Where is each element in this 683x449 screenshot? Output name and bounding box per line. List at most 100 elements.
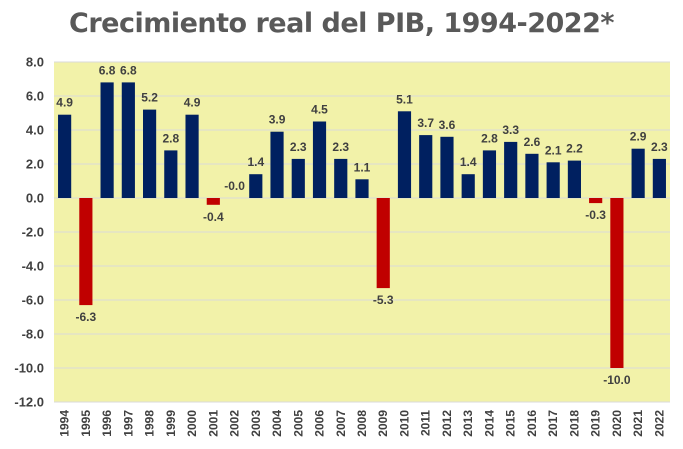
y-tick-label: 6.0 xyxy=(26,89,44,104)
data-label: -0.4 xyxy=(203,210,224,224)
bar xyxy=(291,158,305,198)
x-tick-label: 2011 xyxy=(419,410,433,436)
bar xyxy=(482,150,497,198)
x-tick-label: 1999 xyxy=(164,410,178,437)
data-label: 3.6 xyxy=(439,118,456,132)
x-tick-label: 1996 xyxy=(100,410,114,437)
x-tick-label: 2001 xyxy=(206,410,220,437)
bar xyxy=(206,198,220,205)
data-label: -0.0 xyxy=(224,179,245,193)
x-tick-label: 2006 xyxy=(313,410,327,437)
y-tick-label: 8.0 xyxy=(26,55,44,70)
bar xyxy=(249,174,263,198)
x-tick-label: 2013 xyxy=(461,410,475,437)
bar xyxy=(185,114,199,198)
x-tick-label: 2005 xyxy=(291,410,305,437)
y-tick-label: -2.0 xyxy=(22,225,44,240)
data-label: 2.2 xyxy=(566,142,583,156)
data-label: 4.9 xyxy=(56,96,73,110)
bar xyxy=(397,111,412,198)
data-label: -5.3 xyxy=(373,293,394,307)
x-tick-label: 2015 xyxy=(504,410,518,437)
y-tick-label: 0.0 xyxy=(26,191,44,206)
data-label: 1.4 xyxy=(460,155,477,169)
x-tick-label: 2012 xyxy=(440,410,454,437)
data-label: 2.9 xyxy=(630,130,647,144)
bar xyxy=(546,162,560,198)
y-tick-label: -10.0 xyxy=(14,361,44,376)
chart-title: Crecimiento real del PIB, 1994-2022* xyxy=(69,8,614,39)
bar xyxy=(100,82,114,198)
data-label: 4.9 xyxy=(184,96,201,110)
data-label: -0.3 xyxy=(585,208,606,222)
x-tick-label: 2020 xyxy=(610,410,624,437)
x-tick-label: 2002 xyxy=(228,410,242,437)
bar xyxy=(567,160,581,198)
x-tick-label: 2009 xyxy=(376,410,390,437)
data-label: 2.3 xyxy=(651,140,668,154)
x-tick-label: 2000 xyxy=(185,410,199,437)
bar xyxy=(504,141,518,198)
data-label: 5.2 xyxy=(141,91,158,105)
bar xyxy=(376,198,390,289)
data-label: 3.3 xyxy=(502,123,519,137)
x-tick-label: 2017 xyxy=(546,410,560,437)
bar xyxy=(143,109,157,198)
bar xyxy=(58,114,72,198)
data-label: 2.8 xyxy=(162,131,179,145)
data-label: 1.4 xyxy=(247,155,264,169)
x-tick-label: 2003 xyxy=(249,410,263,437)
x-tick-label: 2007 xyxy=(334,410,348,437)
bar xyxy=(270,131,284,198)
bar xyxy=(121,82,135,198)
y-tick-label: 4.0 xyxy=(26,123,44,138)
x-tick-label: 1998 xyxy=(143,410,157,437)
y-tick-label: -6.0 xyxy=(22,293,44,308)
data-label: -6.3 xyxy=(76,310,97,324)
bar xyxy=(610,198,624,368)
data-label: 1.1 xyxy=(354,160,371,174)
bar xyxy=(631,148,645,198)
y-tick-label: -12.0 xyxy=(14,395,44,410)
bar xyxy=(440,136,454,198)
x-tick-label: 2019 xyxy=(589,410,603,437)
x-tick-label: 2008 xyxy=(355,410,369,437)
bar xyxy=(334,158,348,198)
bar xyxy=(355,179,369,198)
data-label: 3.9 xyxy=(269,113,286,127)
x-tick-label: 2021 xyxy=(631,410,645,437)
data-label: 6.8 xyxy=(120,63,137,77)
x-tick-label: 2022 xyxy=(652,410,666,437)
x-tick-label: 1994 xyxy=(58,410,72,437)
data-label: 2.1 xyxy=(545,143,562,157)
data-label: 5.1 xyxy=(396,92,413,106)
bar xyxy=(589,198,603,204)
y-tick-label: -8.0 xyxy=(22,327,44,342)
data-label: 2.3 xyxy=(290,140,307,154)
data-label: 2.3 xyxy=(332,140,349,154)
y-tick-label: -4.0 xyxy=(22,259,44,274)
x-tick-label: 1997 xyxy=(121,410,135,437)
data-label: 2.6 xyxy=(524,135,541,149)
bar xyxy=(461,174,475,198)
y-tick-label: 2.0 xyxy=(26,157,44,172)
x-tick-label: 2010 xyxy=(397,410,411,437)
x-tick-label: 1995 xyxy=(79,410,93,437)
data-label: -10.0 xyxy=(603,373,631,387)
bar xyxy=(312,121,327,198)
data-label: 3.7 xyxy=(417,116,434,130)
data-label: 6.8 xyxy=(99,63,116,77)
bar xyxy=(419,135,433,198)
data-label: 2.8 xyxy=(481,131,498,145)
bar xyxy=(79,198,93,306)
x-tick-label: 2004 xyxy=(270,410,284,437)
x-tick-label: 2014 xyxy=(482,410,496,437)
bar xyxy=(164,150,178,198)
bar xyxy=(652,158,666,198)
x-tick-label: 2016 xyxy=(525,410,539,437)
data-label: 4.5 xyxy=(311,103,328,117)
bar xyxy=(525,153,539,198)
x-tick-label: 2018 xyxy=(567,410,581,437)
